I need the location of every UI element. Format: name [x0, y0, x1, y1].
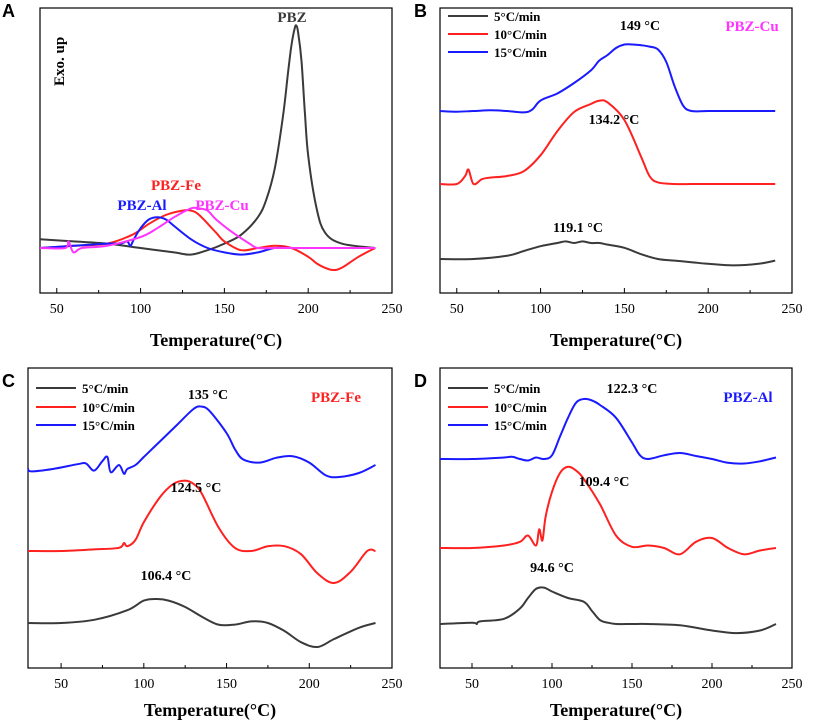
peak-label-b-5: 119.1 °C — [553, 221, 603, 236]
x-tick-label: 200 — [299, 677, 320, 692]
curves-c — [27, 405, 376, 649]
x-axis-a: 50 100 150 200 250 — [50, 288, 403, 317]
legend-label-15: 15°C/min — [494, 418, 548, 433]
peak-label-c-5: 106.4 °C — [141, 569, 192, 584]
legend-label-10: 10°C/min — [82, 400, 136, 415]
curves-b — [439, 43, 776, 267]
x-tick-label: 200 — [298, 302, 319, 317]
legend-label-5: 5°C/min — [82, 381, 129, 396]
curves-a — [39, 24, 376, 271]
peak-label-d-5: 94.6 °C — [530, 561, 574, 576]
x-tick-label: 250 — [382, 302, 403, 317]
legend-label-5: 5°C/min — [494, 381, 541, 396]
x-axis-b: 50 100 150 200 250 — [450, 288, 803, 317]
x-axis-label-b: Temperature(°C) — [550, 330, 682, 351]
x-tick-label: 150 — [614, 302, 635, 317]
peak-label-c-15: 135 °C — [188, 388, 228, 403]
x-tick-label: 250 — [782, 677, 803, 692]
legend-d: 5°C/min 10°C/min 15°C/min — [448, 381, 548, 433]
x-tick-label: 100 — [130, 302, 151, 317]
series-line-b-15-c-min — [439, 43, 776, 114]
legend-label-5: 5°C/min — [494, 9, 541, 24]
legend-label-15: 15°C/min — [82, 418, 136, 433]
x-tick-label: 250 — [782, 302, 803, 317]
plot-frame-a — [39, 7, 393, 294]
legend-label-15: 15°C/min — [494, 45, 548, 60]
plot-frame-c — [27, 367, 393, 669]
plot-frame-d — [439, 367, 793, 669]
legend-b: 5°C/min 10°C/min 15°C/min — [448, 9, 548, 60]
x-tick-label: 50 — [54, 677, 68, 692]
x-tick-label: 50 — [50, 302, 64, 317]
series-line-a-pbz-cu — [39, 206, 376, 254]
x-tick-label: 50 — [450, 302, 464, 317]
x-axis-c: 50 100 150 200 250 — [54, 663, 403, 692]
label-pbz: PBZ — [277, 10, 306, 26]
label-pbz-al: PBZ-Al — [117, 198, 166, 214]
series-line-c-5-c-min — [27, 597, 376, 649]
peak-label-b-10: 134.2 °C — [589, 113, 640, 128]
x-axis-label-d: Temperature(°C) — [550, 700, 682, 721]
label-pbz-cu: PBZ-Cu — [195, 198, 248, 214]
x-tick-label: 100 — [133, 677, 154, 692]
panel-c: C 50 100 150 200 250 Temperature(°C) 5°C/min… — [2, 367, 403, 721]
x-tick-label: 150 — [214, 302, 235, 317]
x-tick-label: 250 — [382, 677, 403, 692]
series-line-c-10-c-min — [27, 479, 376, 584]
x-tick-label: 100 — [530, 302, 551, 317]
series-line-b-5-c-min — [439, 240, 776, 267]
x-tick-label: 100 — [542, 677, 563, 692]
x-axis-label-c: Temperature(°C) — [144, 700, 276, 721]
panel-letter-b: B — [414, 1, 427, 21]
plot-frame-b — [439, 7, 793, 294]
y-axis-label-a: Exo. up — [52, 37, 68, 86]
x-axis-d: 50 100 150 200 250 — [465, 663, 803, 692]
panel-a: A 50 100 150 200 250 Temperature(°C) Exo. up… — [2, 1, 403, 351]
sample-label-d: PBZ-Al — [723, 390, 772, 406]
x-tick-label: 200 — [702, 677, 723, 692]
series-line-d-5-c-min — [439, 586, 777, 635]
curves-d — [439, 397, 777, 635]
peak-label-d-15: 122.3 °C — [607, 382, 658, 397]
series-line-a-pbz — [39, 24, 376, 256]
panel-d: D 50 100 150 200 250 Temperature(°C) 5°C/min… — [414, 367, 803, 721]
panel-letter-a: A — [2, 1, 15, 21]
peak-label-d-10: 109.4 °C — [579, 475, 630, 490]
peak-label-b-15: 149 °C — [620, 19, 660, 34]
legend-label-10: 10°C/min — [494, 400, 548, 415]
x-tick-label: 150 — [622, 677, 643, 692]
peak-label-c-10: 124.5 °C — [171, 481, 222, 496]
series-line-b-10-c-min — [439, 99, 776, 186]
panel-letter-d: D — [414, 371, 427, 391]
legend-c: 5°C/min 10°C/min 15°C/min — [36, 381, 136, 433]
label-pbz-fe: PBZ-Fe — [151, 178, 201, 194]
x-tick-label: 50 — [465, 677, 479, 692]
series-line-c-15-c-min — [27, 405, 376, 479]
x-tick-label: 150 — [216, 677, 237, 692]
series-line-d-15-c-min — [439, 397, 777, 465]
sample-label-b: PBZ-Cu — [725, 19, 778, 35]
panel-letter-c: C — [2, 371, 15, 391]
x-tick-label: 200 — [698, 302, 719, 317]
sample-label-c: PBZ-Fe — [311, 390, 361, 406]
panel-b: B 50 100 150 200 250 Temperature(°C) 5°C/min… — [414, 1, 803, 351]
legend-label-10: 10°C/min — [494, 27, 548, 42]
series-line-a-pbz-fe — [39, 209, 376, 271]
series-line-d-10-c-min — [439, 465, 777, 556]
x-axis-label-a: Temperature(°C) — [150, 330, 282, 351]
